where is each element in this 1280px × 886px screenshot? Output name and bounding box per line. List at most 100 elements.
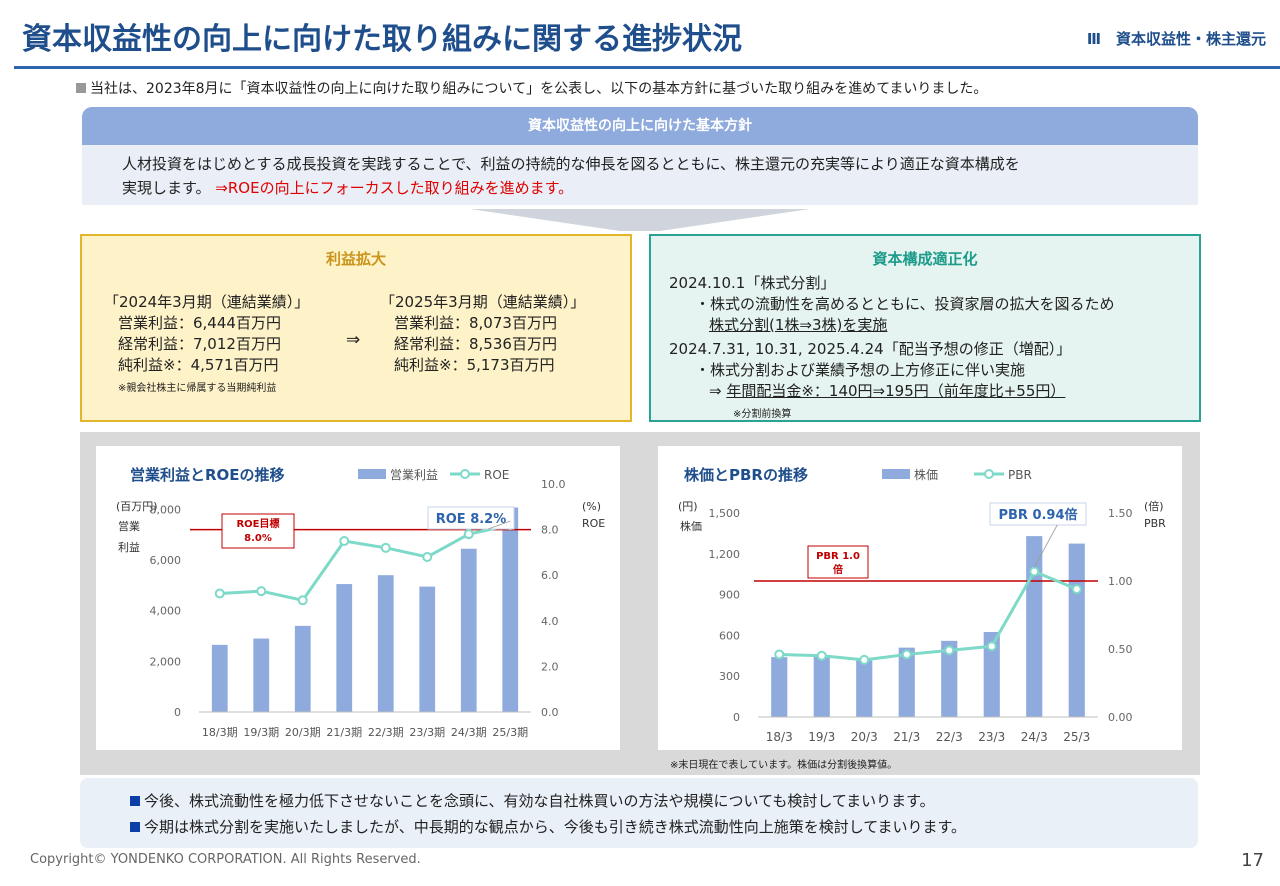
section-label: Ⅲ 資本収益性・株主還元 <box>1086 30 1266 48</box>
fy2024-ordinary-profit: 経常利益：7,012百万円 <box>118 335 281 353</box>
line-point-1 <box>774 649 785 660</box>
callout-leader <box>488 520 511 530</box>
y-right-tick-label: 8.0 <box>541 524 559 537</box>
bottom-note-1-text: 今後、株式流動性を極力低下させないことを念頭に、有効な自社株買いの方法や規模につ… <box>144 792 935 810</box>
bar-3 <box>294 625 311 712</box>
y-right-unit: (倍) <box>1144 499 1164 513</box>
bar-8 <box>502 507 519 712</box>
chart-title: 株価とPBRの推移 <box>684 466 808 484</box>
y-left-tick-label: 0 <box>733 711 740 724</box>
y-left-tick-label: 300 <box>719 670 740 683</box>
callout-label: ROE 8.2% <box>436 512 507 527</box>
x-tick-label: 20/3 <box>851 730 878 744</box>
policy-highlight: ⇒ROEの向上にフォーカスした取り組みを進めます。 <box>215 179 574 197</box>
fy2024-net-profit: 純利益※：4,571百万円 <box>118 356 279 374</box>
bar-1 <box>211 644 228 712</box>
x-tick-label: 24/3期 <box>451 726 487 739</box>
y-right-tick-label: 0.0 <box>541 706 559 719</box>
capital-line-5: ・株式分割および業績予想の上方修正に伴い実施 <box>695 361 1026 379</box>
capital-line-2: ・株式の流動性を高めるとともに、投資家層の拡大を図るため <box>695 295 1115 313</box>
x-tick-label: 21/3期 <box>326 726 362 739</box>
y-left-tick-label: 0 <box>174 706 181 719</box>
arrow-right-icon: ⇒ <box>346 330 361 350</box>
intro-sentence: 当社は、2023年8月に「資本収益性の向上に向けた取り組みについて」を公表し、以… <box>90 81 988 97</box>
y-right-label: PBR <box>1144 517 1166 530</box>
bottom-note-2: 今期は株式分割を実施いたしましたが、中長期的な観点から、今後も引き続き株式流動性… <box>130 816 966 837</box>
x-tick-label: 21/3 <box>893 730 920 744</box>
legend-bar-label: 株価 <box>914 467 938 482</box>
profit-card: 利益拡大 「2024年3月期（連結業績）」 営業利益：6,444百万円 経常利益… <box>80 234 632 422</box>
callout-leader <box>1033 524 1058 568</box>
x-tick-label: 24/3 <box>1021 730 1048 744</box>
bar-6 <box>983 632 1000 717</box>
line-point-1 <box>214 588 225 599</box>
y-left-tick-label: 2,000 <box>150 655 182 668</box>
capital-card-title: 資本構成適正化 <box>872 250 978 268</box>
line-point-2 <box>816 650 827 661</box>
x-tick-label: 19/3期 <box>243 726 279 739</box>
chart-footnote: ※末日現在で表しています。株価は分割後換算値。 <box>670 760 898 771</box>
line-point-5 <box>944 645 955 656</box>
y-left-unit: (百万円) <box>116 500 158 513</box>
policy-heading: 資本収益性の向上に向けた基本方針 <box>82 107 1198 145</box>
pbr-chart: 株価とPBRの推移 株価 PBR(円)株価(倍)PBR03006009001,200… <box>678 466 1166 744</box>
callout-box <box>989 502 1087 526</box>
bar-7 <box>460 548 477 712</box>
y-left-tick-label: 1,200 <box>709 548 741 561</box>
line-point-8 <box>1071 584 1082 595</box>
legend-line-marker <box>460 469 470 479</box>
line-point-4 <box>901 649 912 660</box>
legend-line-label: ROE <box>484 468 509 482</box>
x-tick-label: 19/3 <box>808 730 835 744</box>
capital-note: ※分割前換算 <box>733 409 792 420</box>
bottom-note-2-text: 今期は株式分割を実施いたしましたが、中長期的な観点から、今後も引き続き株式流動性… <box>144 818 967 836</box>
bullet-square-icon <box>76 83 86 93</box>
y-right-label: ROE <box>582 517 605 530</box>
target-label: 8.0% <box>244 533 272 544</box>
callout-box <box>427 506 515 530</box>
bullet-square-icon <box>130 796 140 806</box>
x-tick-label: 22/3 <box>936 730 963 744</box>
bottom-note-1: 今後、株式流動性を極力低下させないことを念頭に、有効な自社株買いの方法や規模につ… <box>130 790 935 811</box>
x-tick-label: 25/3期 <box>492 726 528 739</box>
y-right-unit: (%) <box>582 500 601 513</box>
bar-5 <box>941 640 958 717</box>
x-tick-label: 18/3期 <box>202 726 238 739</box>
line-point-5 <box>380 542 391 553</box>
capital-card: 資本構成適正化 2024.10.1「株式分割」 ・株式の流動性を高めるとともに、… <box>649 234 1201 422</box>
dividend-change: 年間配当金※：140円⇒195円（前年度比+55円） <box>726 382 1066 400</box>
y-left-tick-label: 1,500 <box>709 507 741 520</box>
y-left-tick-label: 900 <box>719 589 740 602</box>
legend-line-label: PBR <box>1008 468 1032 482</box>
y-left-unit: (円) <box>678 500 698 513</box>
page-title: 資本収益性の向上に向けた取り組みに関する進捗状況 <box>22 22 742 57</box>
target-label: PBR 1.0 <box>816 551 860 562</box>
bullet-square-icon <box>130 822 140 832</box>
fy2024-label: 「2024年3月期（連結業績）」 <box>104 293 310 311</box>
y-right-tick-label: 2.0 <box>541 660 559 673</box>
y-right-tick-label: 4.0 <box>541 615 559 628</box>
y-right-tick-label: 1.00 <box>1108 575 1133 588</box>
y-right-tick-label: 6.0 <box>541 569 559 582</box>
legend-bar-swatch <box>358 469 386 479</box>
bar-8 <box>1068 543 1085 717</box>
fy2025-label: 「2025年3月期（連結業績）」 <box>380 293 586 311</box>
chart-panel-roe: 営業利益とROEの推移 営業利益 ROE (百万円) 営業 利益 (%) ROE 0 2,000 4… <box>96 446 620 750</box>
capital-line-1: 2024.10.1「株式分割」 <box>669 274 836 292</box>
title-divider <box>14 66 1280 69</box>
fy2025-operating-profit: 営業利益：8,073百万円 <box>394 314 557 332</box>
legend-line-marker <box>984 469 994 479</box>
y-left-label: 利益 <box>118 540 140 554</box>
target-label: 倍 <box>833 563 843 576</box>
policy-line-2: 実現します。 ⇒ROEの向上にフォーカスした取り組みを進めます。 <box>122 177 573 198</box>
chart-title: 営業利益とROEの推移 <box>130 466 285 484</box>
arrow-prefix: ⇒ <box>709 382 727 400</box>
bar-3 <box>856 660 873 717</box>
target-label: ROE目標 <box>236 517 279 530</box>
down-chevron-shape <box>470 209 810 231</box>
line-point-3 <box>859 654 870 665</box>
capital-line-3: 株式分割(1株⇒3株)を実施 <box>709 316 888 334</box>
callout-label: PBR 0.94倍 <box>998 507 1077 523</box>
x-tick-label: 20/3期 <box>285 726 321 739</box>
line-point-6 <box>422 551 433 562</box>
